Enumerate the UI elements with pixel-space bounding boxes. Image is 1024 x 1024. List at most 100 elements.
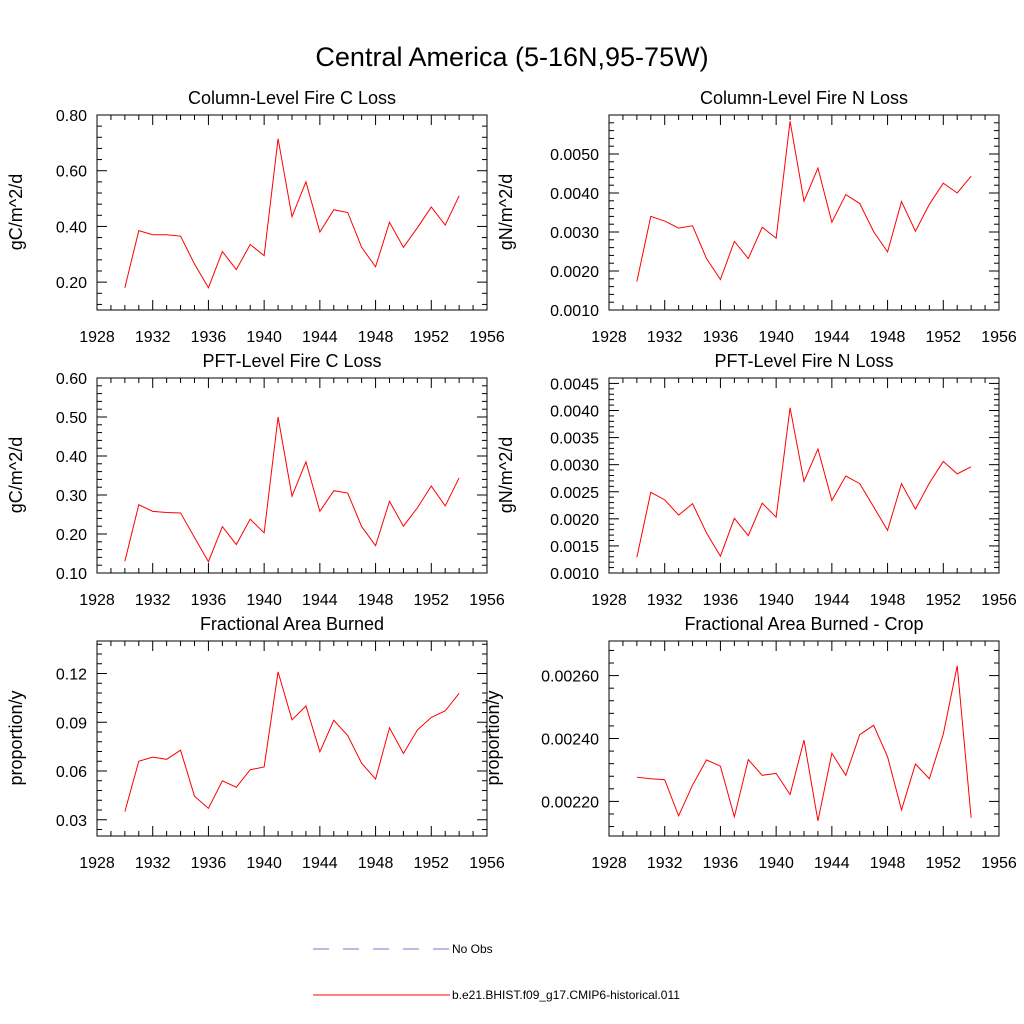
y-tick-label: 0.06 <box>56 764 87 781</box>
panel-4: Fractional Area Burned proportion/y 1928… <box>6 614 505 872</box>
panel-1: Column-Level Fire N Loss gN/m^2/d 1928 19… <box>496 88 1017 346</box>
plot-frame <box>608 114 1000 311</box>
x-tick-label: 1928 <box>79 592 115 609</box>
x-tick-label: 1936 <box>703 329 739 346</box>
panel-2: PFT-Level Fire C Loss gC/m^2/d 1928 1932 1… <box>6 351 505 609</box>
x-tick-label: 1928 <box>591 592 627 609</box>
panel-title: PFT-Level Fire N Loss <box>714 351 893 371</box>
legend: No Obs b.e21.BHIST.f09_g17.CMIP6-histori… <box>313 942 680 1002</box>
panel-title: Fractional Area Burned - Crop <box>684 614 923 634</box>
plot-area: 1928 1932 1936 1940 1944 1948 1952 1956 0.0010 0.… <box>550 114 1017 346</box>
x-tick-label: 1952 <box>413 329 449 346</box>
plot-area: 1928 1932 1936 1940 1944 1948 1952 1956 0.20 0.40… <box>56 108 505 346</box>
series-line <box>124 671 460 812</box>
x-tick-label: 1932 <box>647 855 683 872</box>
x-tick-label: 1936 <box>703 855 739 872</box>
x-tick-label: 1948 <box>358 592 394 609</box>
y-tick-label: 0.03 <box>56 813 87 830</box>
y-tick-label: 0.20 <box>56 275 87 292</box>
y-tick-label: 0.40 <box>56 219 87 236</box>
y-axis-label: gC/m^2/d <box>6 437 26 513</box>
plot-frame <box>608 377 1000 574</box>
legend-label-model: b.e21.BHIST.f09_g17.CMIP6-historical.011 <box>452 988 680 1002</box>
page-title: Central America (5-16N,95-75W) <box>315 42 708 72</box>
panel-title: Column-Level Fire C Loss <box>188 88 396 108</box>
y-axis-label: proportion/y <box>483 690 503 785</box>
plot-frame <box>96 114 488 311</box>
y-tick-label: 0.0035 <box>550 431 599 448</box>
x-tick-label: 1944 <box>814 592 850 609</box>
x-tick-label: 1952 <box>413 592 449 609</box>
series-line <box>636 121 972 282</box>
x-tick-label: 1948 <box>870 855 906 872</box>
y-tick-label: 0.12 <box>56 667 87 684</box>
y-tick-label: 0.50 <box>56 410 87 427</box>
x-tick-label: 1956 <box>981 592 1017 609</box>
series-line <box>636 407 972 558</box>
y-tick-label: 0.0010 <box>550 303 599 320</box>
y-axis-label: gC/m^2/d <box>6 174 26 250</box>
x-tick-label: 1928 <box>79 329 115 346</box>
x-tick-label: 1928 <box>591 329 627 346</box>
y-axis-label: gN/m^2/d <box>496 174 516 250</box>
series-line <box>124 416 460 563</box>
series-line <box>124 138 460 289</box>
x-tick-label: 1932 <box>647 329 683 346</box>
x-tick-label: 1932 <box>647 592 683 609</box>
y-tick-label: 0.0020 <box>550 264 599 281</box>
y-tick-label: 0.0050 <box>550 147 599 164</box>
x-tick-label: 1940 <box>758 592 794 609</box>
x-tick-label: 1948 <box>358 855 394 872</box>
x-tick-label: 1944 <box>302 329 338 346</box>
x-tick-label: 1944 <box>302 592 338 609</box>
x-tick-label: 1940 <box>758 855 794 872</box>
y-tick-label: 0.30 <box>56 488 87 505</box>
x-tick-label: 1936 <box>703 592 739 609</box>
x-tick-label: 1940 <box>758 329 794 346</box>
y-axis-label: proportion/y <box>6 690 26 785</box>
y-tick-label: 0.0025 <box>550 485 599 502</box>
y-tick-label: 0.00220 <box>541 794 599 811</box>
y-tick-label: 0.0010 <box>550 566 599 583</box>
y-tick-label: 0.0045 <box>550 376 599 393</box>
x-tick-label: 1940 <box>246 592 282 609</box>
plot-area: 1928 1932 1936 1940 1944 1948 1952 1956 0.10 0.20… <box>56 371 505 609</box>
y-tick-label: 0.80 <box>56 108 87 125</box>
plot-frame <box>608 640 1000 837</box>
x-tick-label: 1952 <box>925 855 961 872</box>
x-tick-label: 1928 <box>591 855 627 872</box>
plot-area: 1928 1932 1936 1940 1944 1948 1952 1956 0.00220 0… <box>541 640 1017 872</box>
panel-3: PFT-Level Fire N Loss gN/m^2/d 1928 1932 1… <box>496 351 1017 609</box>
y-tick-label: 0.60 <box>56 164 87 181</box>
plot-area: 1928 1932 1936 1940 1944 1948 1952 1956 0.0010 0.… <box>550 376 1017 609</box>
y-tick-label: 0.09 <box>56 715 87 732</box>
x-tick-label: 1944 <box>814 855 850 872</box>
x-tick-label: 1948 <box>870 592 906 609</box>
x-tick-label: 1952 <box>413 855 449 872</box>
y-tick-label: 0.0040 <box>550 186 599 203</box>
x-tick-label: 1940 <box>246 329 282 346</box>
x-tick-label: 1948 <box>358 329 394 346</box>
x-tick-label: 1936 <box>191 592 227 609</box>
y-tick-label: 0.10 <box>56 566 87 583</box>
y-tick-label: 0.0015 <box>550 539 599 556</box>
y-tick-label: 0.0030 <box>550 225 599 242</box>
x-tick-label: 1948 <box>870 329 906 346</box>
panel-title: Fractional Area Burned <box>200 614 384 634</box>
plot-frame <box>96 377 488 574</box>
x-tick-label: 1956 <box>469 855 505 872</box>
y-tick-label: 0.00240 <box>541 732 599 749</box>
y-tick-label: 0.60 <box>56 371 87 388</box>
x-tick-label: 1932 <box>135 855 171 872</box>
x-tick-label: 1956 <box>469 592 505 609</box>
y-tick-label: 0.0040 <box>550 404 599 421</box>
x-tick-label: 1944 <box>814 329 850 346</box>
y-tick-label: 0.20 <box>56 527 87 544</box>
x-tick-label: 1928 <box>79 855 115 872</box>
x-tick-label: 1936 <box>191 855 227 872</box>
x-tick-label: 1940 <box>246 855 282 872</box>
plot-area: 1928 1932 1936 1940 1944 1948 1952 1956 0.03 0.06… <box>56 640 505 872</box>
x-tick-label: 1956 <box>981 329 1017 346</box>
panel-5: Fractional Area Burned - Crop proportion… <box>483 614 1017 872</box>
panel-0: Column-Level Fire C Loss gC/m^2/d 1928 19… <box>6 88 505 346</box>
